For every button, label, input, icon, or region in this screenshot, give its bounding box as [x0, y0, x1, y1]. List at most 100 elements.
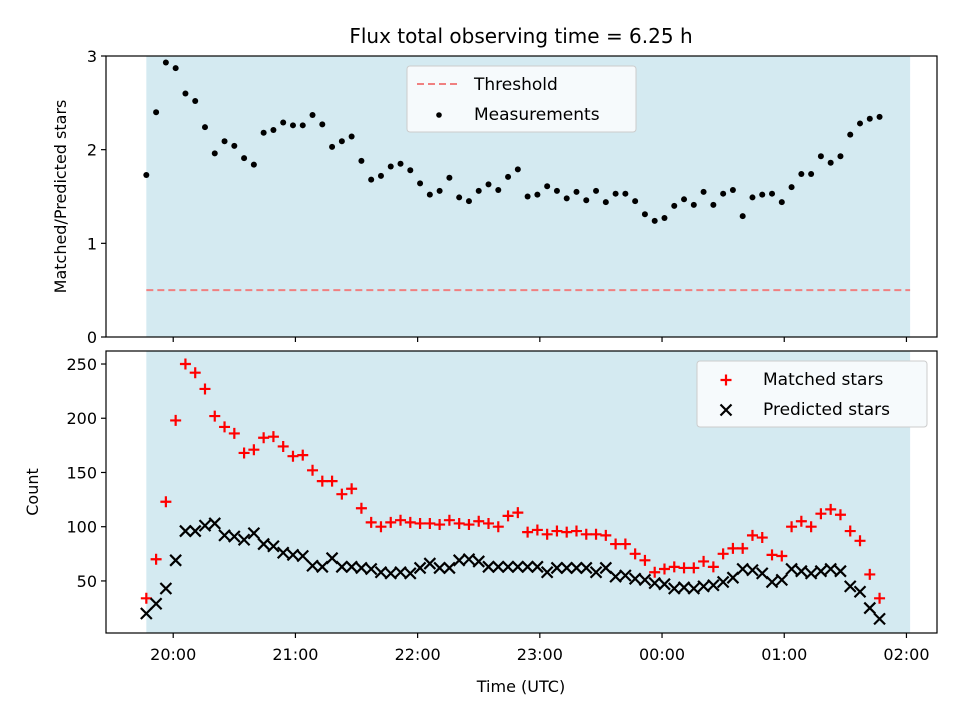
data-point	[143, 171, 150, 178]
y-tick-label: 0	[87, 328, 97, 347]
data-point	[463, 519, 475, 531]
data-point	[707, 561, 719, 573]
ratio-panel: 0 1 2 3 Matched/Predicted stars Threshold Meas…	[51, 47, 938, 347]
data-point	[876, 113, 883, 120]
data-point	[700, 188, 707, 195]
data-point	[561, 526, 573, 538]
data-point	[531, 560, 544, 574]
data-point	[172, 65, 179, 72]
data-point	[159, 582, 173, 595]
data-point	[335, 560, 349, 574]
data-point	[424, 517, 436, 529]
legend-threshold-label: Threshold	[473, 75, 558, 95]
x-tick-label: 01:00	[761, 645, 807, 664]
data-point	[580, 528, 592, 540]
data-point	[602, 199, 609, 206]
data-point	[756, 532, 768, 544]
data-point	[417, 180, 424, 187]
data-point	[326, 475, 338, 487]
data-point	[570, 561, 583, 575]
data-point	[583, 197, 590, 204]
data-point	[385, 516, 397, 528]
data-point	[364, 562, 378, 576]
x-tick-label: 02:00	[883, 645, 929, 664]
data-point	[309, 112, 316, 119]
data-point	[550, 561, 564, 575]
data-point	[726, 571, 740, 584]
x-axis-label: Time (UTC)	[476, 677, 565, 696]
data-point	[169, 554, 182, 567]
data-point	[375, 521, 387, 533]
data-point	[377, 172, 384, 179]
series-matched-stars	[140, 358, 886, 604]
chart-title: Flux total observing time = 6.25 h	[349, 24, 692, 48]
data-point	[404, 567, 417, 580]
data-point	[260, 129, 267, 136]
data-point	[866, 115, 873, 122]
data-point	[795, 564, 808, 578]
data-point	[857, 120, 864, 127]
data-point	[824, 562, 837, 576]
data-point	[632, 198, 639, 205]
data-point	[287, 450, 299, 462]
data-point	[483, 517, 495, 529]
data-point	[267, 539, 280, 553]
data-point	[579, 561, 593, 575]
data-point	[514, 166, 521, 173]
data-point	[698, 555, 710, 567]
data-point	[241, 155, 248, 162]
data-point	[162, 59, 169, 66]
data-point	[501, 560, 515, 574]
data-point	[319, 121, 326, 128]
data-point	[325, 551, 339, 565]
data-point	[544, 183, 551, 190]
data-point	[563, 195, 570, 202]
data-point	[238, 447, 250, 459]
legend-predicted-label: Predicted stars	[763, 400, 890, 420]
data-point	[150, 553, 162, 565]
data-point	[228, 530, 241, 543]
data-point	[786, 521, 798, 533]
data-point	[423, 557, 437, 570]
legend-predicted-swatch	[719, 403, 733, 417]
data-point	[443, 561, 456, 575]
y-tick-label: 250	[66, 355, 97, 374]
data-point	[336, 488, 348, 500]
data-point	[827, 159, 834, 166]
data-point	[688, 562, 700, 574]
data-point	[434, 519, 446, 531]
data-point	[219, 421, 231, 433]
series-predicted-stars	[140, 517, 886, 626]
data-point	[289, 122, 296, 129]
data-point	[511, 560, 525, 574]
data-point	[864, 568, 876, 580]
data-point	[355, 502, 367, 514]
legend-box	[696, 360, 928, 428]
data-point	[413, 561, 427, 575]
data-point	[737, 542, 749, 554]
data-point	[192, 97, 199, 104]
data-point	[170, 414, 182, 426]
data-point	[678, 562, 690, 574]
data-point	[874, 592, 886, 604]
data-point	[297, 449, 309, 461]
data-point	[805, 521, 817, 533]
data-point	[524, 193, 531, 200]
data-point	[863, 601, 877, 615]
y-tick-label: 100	[66, 518, 97, 537]
data-point	[573, 188, 580, 195]
y-axis-label: Count	[23, 468, 42, 516]
data-point	[492, 560, 505, 574]
x-tick-label: 20:00	[150, 645, 196, 664]
axes-frame	[105, 55, 938, 338]
data-point	[593, 187, 600, 194]
data-point	[211, 150, 218, 157]
data-point	[492, 521, 504, 533]
data-point	[368, 176, 375, 183]
data-point	[853, 585, 867, 599]
data-point	[834, 564, 847, 578]
data-point	[629, 548, 641, 560]
x-tick-label: 21:00	[272, 645, 318, 664]
data-point	[769, 190, 776, 197]
data-point	[798, 171, 805, 178]
